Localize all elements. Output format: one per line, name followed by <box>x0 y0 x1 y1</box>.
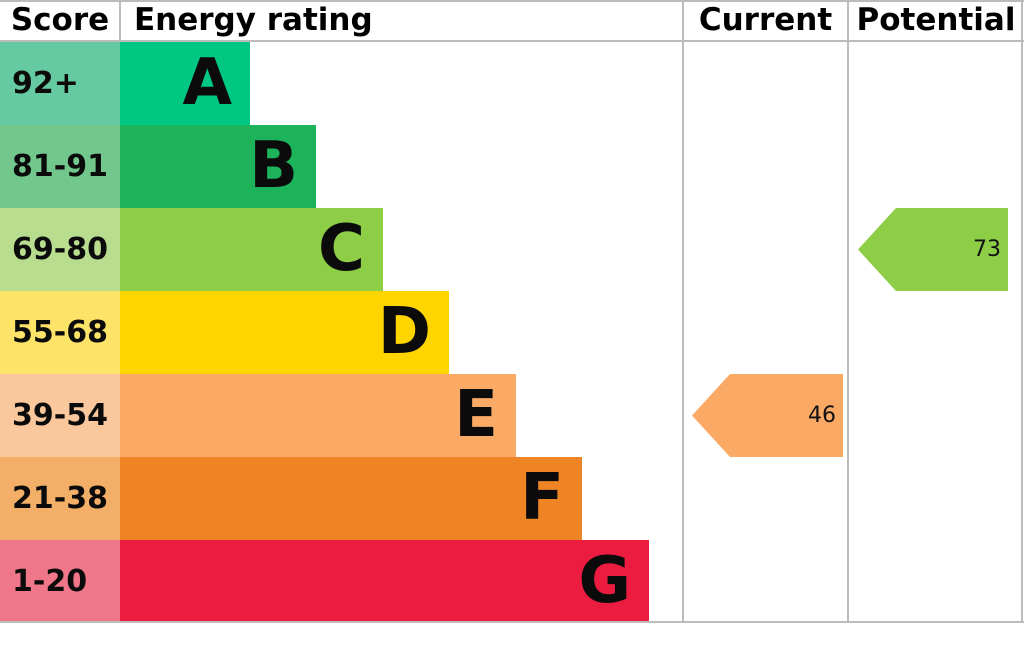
border-bottom <box>0 621 1024 623</box>
header-potential: Potential <box>856 2 1016 38</box>
potential-column-divider <box>847 0 849 623</box>
band-row-b: 81-91 B <box>0 125 1024 208</box>
band-row-e: 39-54 E <box>0 374 1024 457</box>
score-range-f: 21-38 <box>0 457 120 540</box>
current-rating-value: 46 <box>808 403 836 428</box>
band-letter-g: G <box>578 544 631 618</box>
band-letter-d: D <box>377 295 431 369</box>
band-bar-g: G <box>120 540 649 623</box>
border-right <box>1021 0 1023 623</box>
header-energy-rating: Energy rating <box>134 2 373 38</box>
band-letter-f: F <box>520 461 564 535</box>
band-row-d: 55-68 D <box>0 291 1024 374</box>
band-bar-c: C <box>120 208 383 291</box>
band-letter-c: C <box>318 212 365 286</box>
band-bar-b: B <box>120 125 316 208</box>
band-bar-e: E <box>120 374 516 457</box>
table-header: Score Energy rating Current Potential <box>0 0 1024 42</box>
header-score: Score <box>10 2 110 38</box>
potential-rating-value: 73 <box>973 237 1001 262</box>
band-letter-e: E <box>454 378 498 452</box>
band-rows: 92+ A 81-91 B 69-80 C 55-68 D 39-54 E 21-38 F 1-20 G <box>0 42 1024 623</box>
header-divider <box>0 40 1024 42</box>
band-bar-a: A <box>120 42 250 125</box>
band-row-a: 92+ A <box>0 42 1024 125</box>
band-row-c: 69-80 C <box>0 208 1024 291</box>
score-range-a: 92+ <box>0 42 120 125</box>
current-column-divider <box>682 0 684 623</box>
score-column-divider <box>119 0 121 42</box>
header-current: Current <box>698 2 833 38</box>
band-row-f: 21-38 F <box>0 457 1024 540</box>
score-range-d: 55-68 <box>0 291 120 374</box>
score-range-e: 39-54 <box>0 374 120 457</box>
band-letter-b: B <box>249 129 298 203</box>
border-top <box>0 0 1024 2</box>
band-bar-f: F <box>120 457 582 540</box>
band-letter-a: A <box>182 46 232 120</box>
band-row-g: 1-20 G <box>0 540 1024 623</box>
score-range-b: 81-91 <box>0 125 120 208</box>
score-range-g: 1-20 <box>0 540 120 623</box>
score-range-c: 69-80 <box>0 208 120 291</box>
band-bar-d: D <box>120 291 449 374</box>
